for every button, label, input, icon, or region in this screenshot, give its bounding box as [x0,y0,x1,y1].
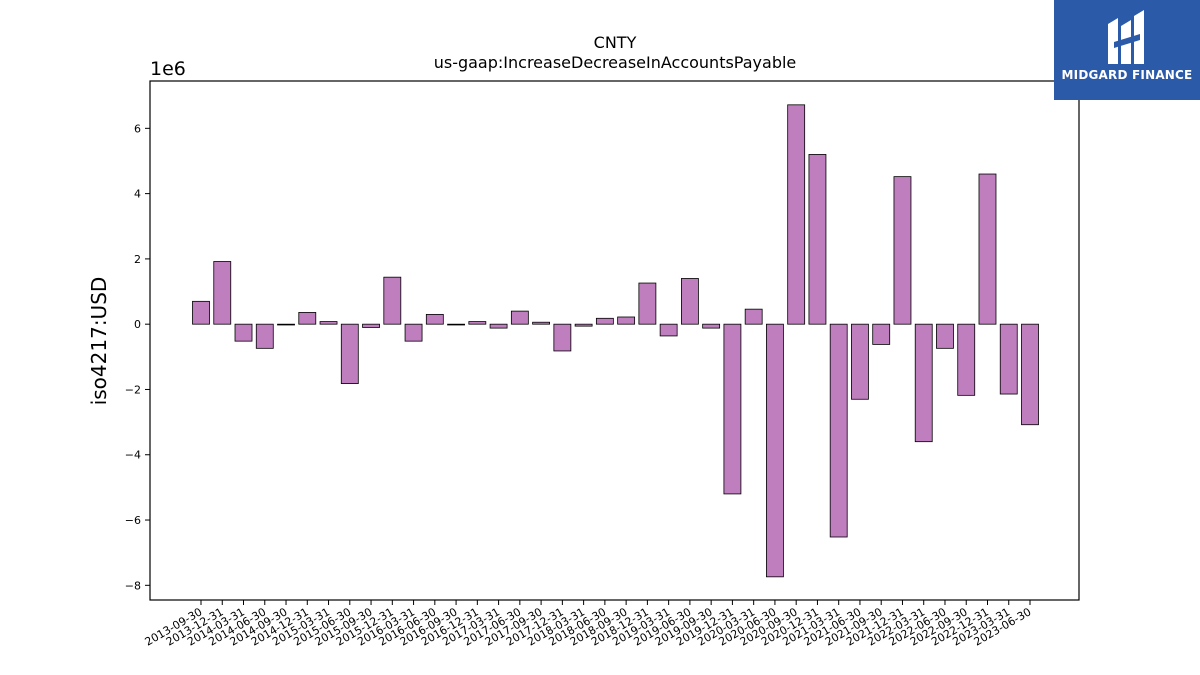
bars-group [192,104,1039,578]
bar-2018-09-30 [617,316,636,325]
bar-2020-03-31 [744,308,763,325]
bar-2014-06-30 [255,323,274,349]
bar-2019-12-31 [723,323,742,495]
y-tick-label: 6 [134,122,141,135]
y-axis-label: iso4217:USD [87,277,111,406]
bar-2022-09-30 [957,323,976,396]
brand-name: MIDGARD FINANCE [1061,68,1193,82]
bar-2017-09-30 [532,321,550,325]
y-tick-label: −4 [125,449,141,462]
bar-2013-09-30 [192,300,210,325]
bar-2015-12-31 [383,276,402,325]
chart-subtitle: us-gaap:IncreaseDecreaseInAccountsPayabl… [434,53,797,72]
bar-2014-09-30 [277,323,295,326]
bar-2019-09-30 [702,323,721,329]
bar-2018-06-30 [595,317,614,325]
bar-2016-06-30 [425,313,444,325]
bar-2016-12-31 [468,321,487,325]
bar-2013-12-31 [213,261,232,325]
y-tick-label: −8 [125,579,141,592]
bar-2023-06-30 [1021,323,1039,426]
bar-2018-12-31 [638,282,657,325]
x-ticks: 2013-09-302013-12-312014-03-312014-06-30… [143,600,1034,649]
bar-2016-03-31 [404,323,423,342]
bar-2021-12-31 [893,176,912,325]
bar-2021-09-30 [872,323,891,345]
y-tick-label: 4 [134,188,141,201]
midgard-logo-icon [1108,10,1144,64]
bar-2015-06-30 [340,323,359,384]
bar-2018-03-31 [574,323,593,327]
bar-2014-12-31 [298,312,317,325]
bar-2019-06-30 [681,278,699,325]
bar-2017-12-31 [553,323,572,352]
plot-frame [149,80,1080,601]
chart-title: CNTY [594,33,637,52]
bar-2020-09-30 [787,104,806,325]
bar-2017-03-31 [489,323,508,329]
y-ticks: −8 −6 −4 −2 0 2 4 6 [125,122,150,592]
y-multiplier-label: 1e6 [150,58,186,80]
bar-2020-06-30 [766,323,784,578]
bar-2016-09-30 [447,323,465,326]
bar-2015-09-30 [362,323,380,328]
bar-2022-12-31 [978,173,997,325]
y-tick-label: −6 [125,514,141,527]
bar-2019-03-31 [659,323,678,337]
brand-logo: MIDGARD FINANCE [1054,0,1200,100]
y-tick-label: 2 [134,253,141,266]
bar-2023-03-31 [999,323,1018,395]
bar-2015-03-31 [319,321,338,325]
bar-2022-03-31 [914,323,933,443]
y-tick-label: 0 [134,318,141,331]
bar-2021-03-31 [829,323,848,538]
bar-2021-06-30 [851,323,869,400]
bar-2022-06-30 [936,323,954,349]
bar-2014-03-31 [234,323,253,342]
bar-2017-06-30 [510,310,529,325]
bar-2020-12-31 [808,154,827,325]
y-tick-label: −2 [125,383,141,396]
